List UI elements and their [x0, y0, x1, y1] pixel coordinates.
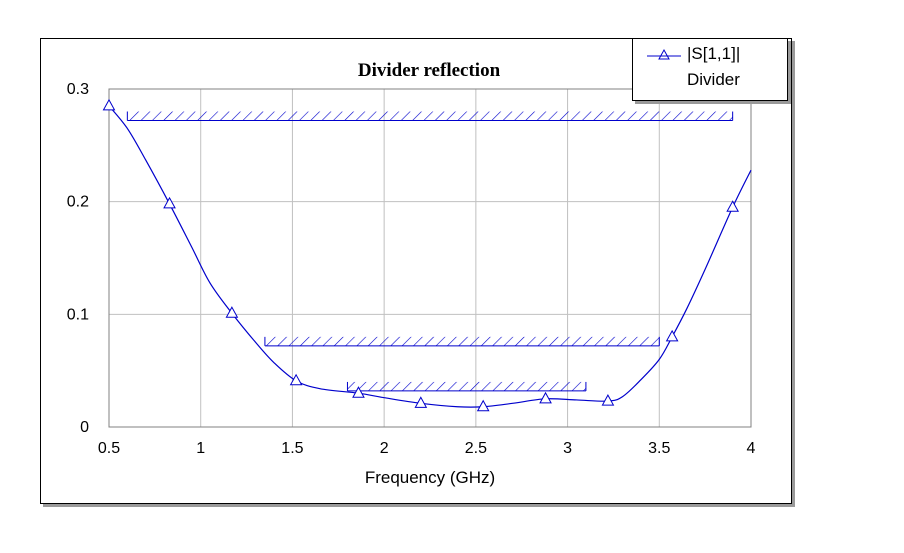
x-tick-label: 4 — [747, 440, 756, 457]
chart-plot: Divider reflection 0.5 1 1.5 2 2.5 3 3.5 4 0 0.1 0… — [67, 60, 756, 487]
data-point-triangle — [289, 373, 303, 386]
x-tick-label: 2.5 — [465, 440, 487, 457]
data-point-triangle — [414, 396, 428, 408]
data-point-triangle — [102, 98, 116, 111]
chart-title: Divider reflection — [358, 60, 501, 81]
series-line — [108, 105, 752, 408]
data-point-triangle — [665, 329, 679, 342]
x-tick-label: 1.5 — [281, 440, 303, 457]
chart-frame: Divider reflection 0.5 1 1.5 2 2.5 3 3.5 4 0 0.1 0… — [40, 38, 792, 504]
y-tick-label: 0.2 — [67, 194, 89, 211]
data-point-triangle — [476, 399, 490, 412]
legend-series-description: Divider — [687, 70, 740, 89]
spec-bar-hatch — [264, 336, 660, 346]
y-tick-label: 0.3 — [67, 81, 89, 98]
legend-triangle-marker — [658, 48, 670, 60]
x-tick-label: 3 — [563, 440, 572, 457]
plot-area-border — [108, 88, 752, 428]
data-point-triangle — [163, 196, 176, 209]
data-point-triangle — [225, 306, 239, 318]
data-point-triangle — [539, 391, 552, 404]
x-tick-label: 2 — [380, 440, 389, 457]
x-axis-label: Frequency (GHz) — [365, 468, 495, 487]
y-tick-label: 0.1 — [67, 306, 89, 323]
data-point-triangle — [352, 386, 365, 398]
data-point-triangle — [601, 394, 615, 406]
spec-bar-hatch — [127, 111, 733, 121]
spec-bar-hatch — [347, 381, 586, 391]
x-tick-label: 0.5 — [98, 440, 120, 457]
data-point-triangle — [726, 200, 740, 212]
legend-series-name: |S[1,1]| — [687, 44, 741, 63]
legend: |S[1,1]| Divider — [632, 38, 788, 101]
x-tick-label: 1 — [196, 440, 205, 457]
y-tick-label: 0 — [80, 419, 89, 436]
x-tick-label: 3.5 — [648, 440, 670, 457]
